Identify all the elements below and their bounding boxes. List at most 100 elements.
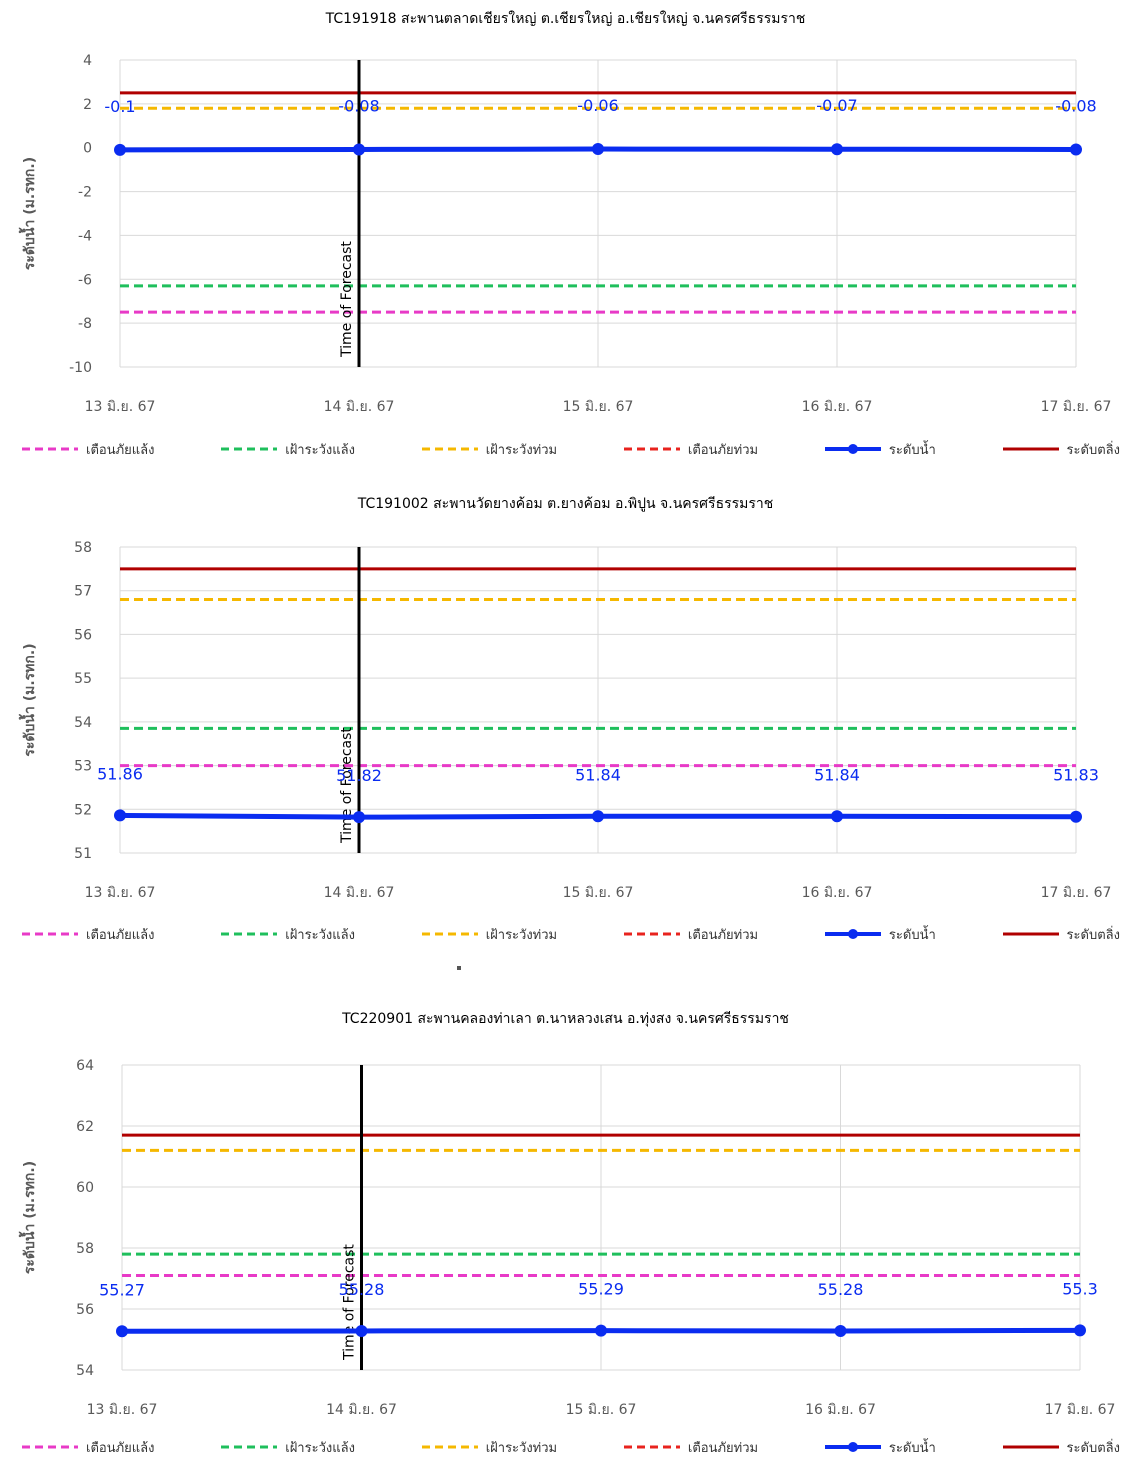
water-level-point: [353, 811, 365, 824]
y-tick-label: 62: [76, 1119, 94, 1135]
water-level-point: [116, 1325, 128, 1338]
legend-swatch: [22, 1445, 78, 1449]
legend-swatch: [421, 447, 478, 451]
y-tick-label: 58: [74, 540, 92, 556]
water-level-point: [834, 1324, 847, 1337]
y-tick-label: 53: [74, 759, 92, 775]
forecast-annotation: Time of Forecast: [339, 727, 355, 844]
legend-label: เตือนภัยท่วม: [687, 442, 759, 458]
y-tick-label: 2: [83, 97, 92, 113]
y-axis-title: ระดับน้ำ (ม.รทก.): [18, 157, 38, 270]
y-tick-label: -6: [78, 272, 92, 288]
y-tick-label: 51: [74, 846, 92, 862]
x-tick-label: 14 มิ.ย. 67: [324, 399, 395, 415]
y-axis-title: ระดับน้ำ (ม.รทก.): [18, 1161, 38, 1274]
y-tick-label: 4: [83, 53, 92, 69]
legend-swatch: [221, 1445, 278, 1449]
water-level-point: [595, 1324, 607, 1337]
y-tick-label: -2: [78, 185, 92, 201]
chart-title: TC191002 สะพานวัดยางค้อม ต.ยางค้อม อ.พิป…: [357, 496, 774, 512]
water-level-point: [1070, 810, 1082, 823]
x-tick-label: 17 มิ.ย. 67: [1045, 1402, 1116, 1418]
data-label: 51.84: [814, 765, 860, 784]
legend-label: ระดับน้ำ: [888, 1440, 936, 1456]
y-tick-label: -10: [69, 360, 92, 376]
legend-swatch: [221, 447, 278, 451]
legend-label: เฝ้าระวังแล้ง: [285, 442, 355, 458]
data-label: 51.82: [336, 766, 382, 785]
water-level-point: [353, 143, 365, 156]
legend-label: เตือนภัยแล้ง: [86, 442, 155, 458]
y-tick-label: 64: [76, 1058, 94, 1074]
data-label: -0.06: [577, 96, 618, 115]
data-label: -0.07: [816, 96, 857, 115]
data-label: -0.1: [104, 97, 135, 116]
x-tick-label: 13 มิ.ย. 67: [85, 885, 156, 901]
legend-label: เฝ้าระวังแล้ง: [285, 1440, 355, 1456]
y-tick-label: 54: [74, 715, 92, 731]
legend-label: ระดับน้ำ: [888, 927, 936, 943]
legend-label: เตือนภัยแล้ง: [86, 927, 155, 943]
y-tick-label: -4: [78, 228, 92, 244]
legend-label: เฝ้าระวังท่วม: [485, 442, 558, 458]
legend-item: เตือนภัยท่วม: [622, 924, 758, 945]
y-tick-label: -8: [78, 316, 92, 332]
legend-swatch: [22, 932, 78, 936]
x-tick-label: 16 มิ.ย. 67: [805, 1402, 876, 1418]
y-tick-label: 58: [76, 1241, 94, 1257]
data-label: 55.3: [1062, 1279, 1098, 1298]
chart-panel: TC191918 สะพานตลาดเชียรใหญ่ ต.เชียรใหญ่ …: [0, 0, 1131, 470]
legend-label: ระดับตลิ่ง: [1066, 927, 1120, 943]
x-tick-label: 17 มิ.ย. 67: [1041, 399, 1112, 415]
water-level-point: [1070, 143, 1082, 156]
legend-swatch: [221, 932, 278, 936]
legend-swatch: [1002, 932, 1059, 936]
x-tick-label: 15 มิ.ย. 67: [566, 1402, 637, 1418]
x-tick-label: 17 มิ.ย. 67: [1041, 885, 1112, 901]
legend-item: เฝ้าระวังแล้ง: [219, 924, 355, 945]
data-label: -0.08: [338, 96, 379, 115]
y-axis-title: ระดับน้ำ (ม.รทก.): [18, 643, 38, 756]
legend-item: เฝ้าระวังแล้ง: [219, 439, 355, 460]
legend-label: เฝ้าระวังแล้ง: [285, 927, 355, 943]
legend-label: เฝ้าระวังท่วม: [485, 1440, 558, 1456]
water-level-point: [592, 810, 604, 823]
legend-swatch-marker: [847, 444, 858, 454]
legend-swatch: [1002, 1445, 1059, 1449]
legend-swatch: [421, 1445, 478, 1449]
y-tick-label: 56: [74, 627, 92, 643]
legend-item: เตือนภัยแล้ง: [20, 924, 154, 945]
chart-plot: 58 57 56 55 54 53 52 51 13 มิ.ย. 67 14 มิ.ย. 67 15…: [18, 540, 1112, 901]
legend-swatch-marker: [847, 1442, 858, 1452]
y-tick-label: 57: [74, 584, 92, 600]
chart-legend: เตือนภัยแล้ง เฝ้าระวังแล้ง เฝ้าระวังท่วม เต…: [20, 923, 1120, 945]
legend-item: ระดับตลิ่ง: [1001, 924, 1120, 945]
legend-label: ระดับน้ำ: [888, 442, 936, 458]
y-tick-label: 0: [83, 141, 92, 157]
data-label: 51.86: [97, 764, 143, 783]
legend-item: เฝ้าระวังท่วม: [420, 924, 557, 945]
legend-item: ระดับน้ำ: [823, 1437, 936, 1458]
water-level-point: [114, 809, 126, 822]
legend-label: เตือนภัยแล้ง: [86, 1440, 155, 1456]
legend-item: เฝ้าระวังท่วม: [420, 1437, 557, 1458]
y-tick-label: 52: [74, 802, 92, 818]
legend-item: เฝ้าระวังท่วม: [420, 439, 557, 460]
chart-title: TC220901 สะพานคลองท่าเลา ต.นาหลวงเสน อ.ท…: [342, 1011, 789, 1027]
legend-swatch: [421, 932, 478, 936]
legend-item: เตือนภัยแล้ง: [20, 439, 154, 460]
data-label: 55.27: [99, 1280, 145, 1299]
water-level-point: [592, 143, 604, 156]
x-tick-label: 13 มิ.ย. 67: [87, 1402, 158, 1418]
chart-plot: 64 62 60 58 56 54 13 มิ.ย. 67 14 มิ.ย. 67 15 มิ.…: [18, 1058, 1116, 1418]
data-label: 51.84: [575, 765, 621, 784]
legend-swatch: [623, 1445, 680, 1449]
x-tick-label: 16 มิ.ย. 67: [802, 399, 873, 415]
legend-item: ระดับน้ำ: [823, 924, 936, 945]
legend-swatch: [22, 447, 78, 451]
legend-item: เฝ้าระวังแล้ง: [219, 1437, 355, 1458]
forecast-annotation: Time of Forecast: [342, 1244, 358, 1361]
y-tick-label: 55: [74, 671, 92, 687]
y-tick-label: 56: [76, 1302, 94, 1318]
water-level-point: [1074, 1324, 1086, 1337]
